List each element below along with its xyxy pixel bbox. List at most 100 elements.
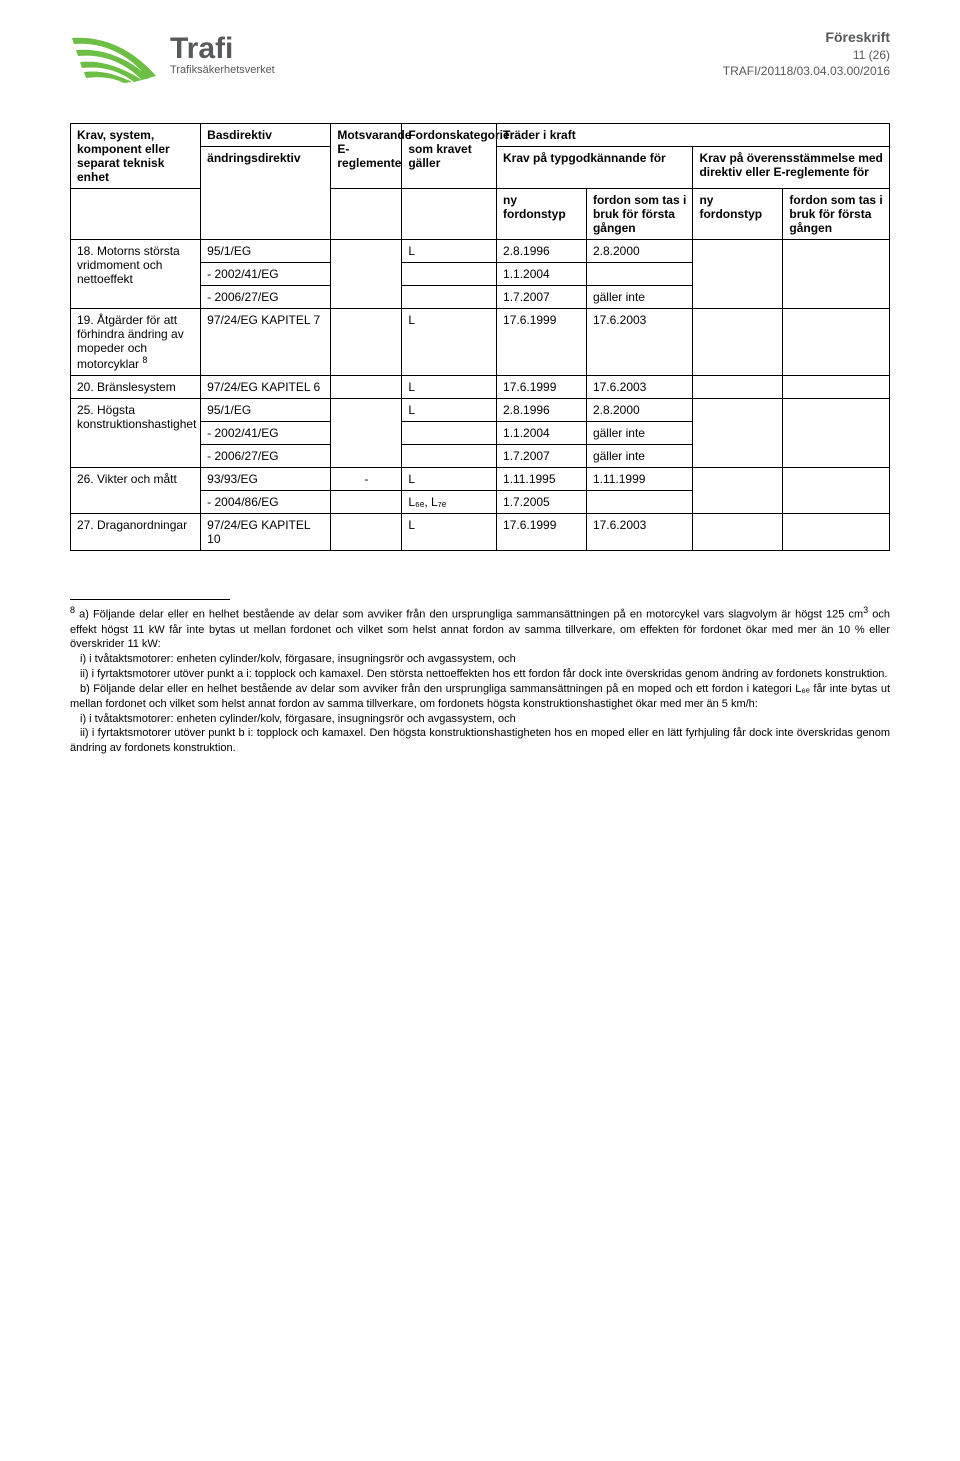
row-date: 1.7.2007 [497,445,587,468]
row-d2: 2.8.2000 [586,240,693,263]
row-change: - 2006/27/EG [201,445,331,468]
row-d1: 17.6.1999 [497,376,587,399]
footnote-marker: 8 [70,605,75,615]
row-cat: L [402,514,497,551]
row-blank [331,491,402,514]
row-d1: 17.6.1999 [497,309,587,376]
row-note: gäller inte [586,445,693,468]
row-blank [783,309,890,376]
footnote-text: ii) i fyrtaktsmotorer utöver punkt b i: … [70,727,890,754]
row-regl [331,240,402,309]
row-basdir: 95/1/EG [201,240,331,263]
requirements-table: Krav, system, komponent eller separat te… [70,123,890,551]
row-blank [586,491,693,514]
head-sub-d: fordon som tas i bruk för första gången [783,189,890,240]
row-blank [783,514,890,551]
head-sub-a: ny fordonstyp [497,189,587,240]
row-blank [783,376,890,399]
row-regl [331,376,402,399]
footnote-text: ii) i fyrtaktsmotorer utöver punkt a i: … [80,668,888,680]
head-blank [331,189,402,240]
row-date: 1.1.2004 [497,422,587,445]
page-number: 11 (26) [723,47,890,63]
row-blank [402,263,497,286]
footnote-text: a) Följande delar eller en helhet beståe… [79,609,863,621]
row-date: 1.7.2007 [497,286,587,309]
head-blank [402,189,497,240]
row-label: 20. Bränslesystem [71,376,201,399]
row-cat: L [402,240,497,263]
row-blank [693,376,783,399]
row-date: 1.1.2004 [497,263,587,286]
table-row: 20. Bränslesystem 97/24/EG KAPITEL 6 L 1… [71,376,890,399]
row-blank [693,399,783,468]
footnote-text: b) Följande delar eller en helhet beståe… [70,683,890,710]
row-blank [402,445,497,468]
logo-icon [70,28,160,89]
footnote-text: i) i tvåtaktsmotorer: enheten cylinder/k… [80,653,516,665]
row-blank [402,422,497,445]
row-label: 19. Åtgärder för att förhindra ändring a… [71,309,201,376]
row-d2: 17.6.2003 [586,376,693,399]
row-change: - 2004/86/EG [201,491,331,514]
row-regl [331,399,402,468]
row-basdir: 97/24/EG KAPITEL 10 [201,514,331,551]
row-blank [783,240,890,309]
row-change: - 2002/41/EG [201,422,331,445]
row-note: gäller inte [586,422,693,445]
row-basdir: 95/1/EG [201,399,331,422]
table-row: 18. Motorns största vridmoment och netto… [71,240,890,263]
table-row: 19. Åtgärder för att förhindra ändring a… [71,309,890,376]
row-d1: 17.6.1999 [497,514,587,551]
row-blank [402,286,497,309]
table-row: 26. Vikter och mått 93/93/EG - L 1.11.19… [71,468,890,491]
head-col2b: ändringsdirektiv [201,147,331,240]
row-d2: 1.11.1999 [586,468,693,491]
row-cat: L [402,309,497,376]
row-label-text: 19. Åtgärder för att förhindra ändring a… [77,313,184,371]
head-col3: Motsvarande E-reglemente [331,124,402,189]
row-cat: L [402,468,497,491]
table-head-row: Krav, system, komponent eller separat te… [71,124,890,147]
footnote-separator [70,599,230,600]
brand-tagline: Trafiksäkerhetsverket [170,64,275,76]
head-blank [71,189,201,240]
document-page: Trafi Trafiksäkerhetsverket Föreskrift 1… [0,0,960,1461]
footnote-ref: 8 [142,355,147,365]
logo-block: Trafi Trafiksäkerhetsverket [70,28,275,89]
row-regl: - [331,468,402,491]
row-cat: L₆ₑ, L₇ₑ [402,491,497,514]
footnote-text: i) i tvåtaktsmotorer: enheten cylinder/k… [80,713,516,725]
row-basdir: 97/24/EG KAPITEL 7 [201,309,331,376]
doc-number: TRAFI/20118/03.04.03.00/2016 [723,63,890,79]
table-row: 27. Draganordningar 97/24/EG KAPITEL 10 … [71,514,890,551]
row-cat: L [402,376,497,399]
head-col4: Fordonskategorier som kravet gäller [402,124,497,189]
row-note: gäller inte [586,286,693,309]
head-col2: Basdirektiv [201,124,331,147]
row-date: 1.7.2005 [497,491,587,514]
head-sub-c: ny fordonstyp [693,189,783,240]
row-regl [331,309,402,376]
table-head-row: ny fordonstyp fordon som tas i bruk för … [71,189,890,240]
row-blank [783,399,890,468]
doc-type: Föreskrift [723,28,890,47]
row-blank [693,514,783,551]
doc-meta: Föreskrift 11 (26) TRAFI/20118/03.04.03.… [723,28,890,79]
row-change: - 2002/41/EG [201,263,331,286]
brand-name: Trafi [170,32,275,66]
row-blank [693,468,783,514]
head-col1: Krav, system, komponent eller separat te… [71,124,201,189]
row-change: - 2006/27/EG [201,286,331,309]
row-blank [693,309,783,376]
footnote: 8 a) Följande delar eller en helhet best… [70,604,890,756]
head-col5top: Träder i kraft [497,124,890,147]
row-label: 18. Motorns största vridmoment och netto… [71,240,201,309]
head-col6: Krav på överensstämmelse med direktiv el… [693,147,890,189]
row-basdir: 93/93/EG [201,468,331,491]
row-blank [783,468,890,514]
page-header: Trafi Trafiksäkerhetsverket Föreskrift 1… [70,28,890,89]
logo-text: Trafi Trafiksäkerhetsverket [170,28,275,76]
row-label: 27. Draganordningar [71,514,201,551]
row-d2: 17.6.2003 [586,514,693,551]
